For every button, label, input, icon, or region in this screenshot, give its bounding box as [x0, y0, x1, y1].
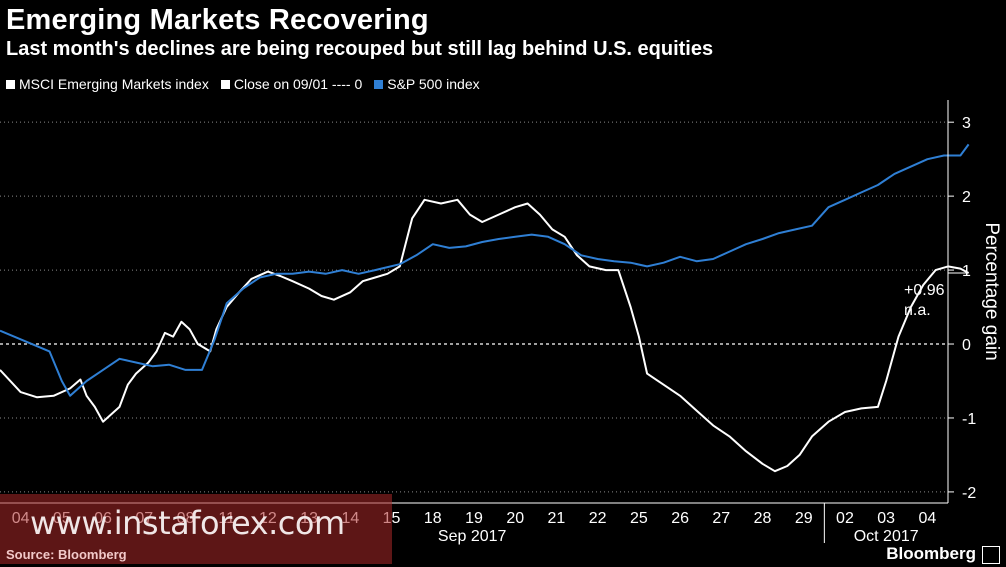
y-tick-label: -1	[962, 411, 976, 428]
legend-item-close: Close on 09/01 ---- 0	[220, 76, 363, 92]
series-line-em	[0, 198, 970, 473]
y-tick-label: 2	[962, 189, 971, 206]
y-tick-label: 3	[962, 115, 971, 132]
em-last-value-label: +0.96	[904, 282, 945, 299]
y-tick-label: 1	[962, 263, 971, 280]
source-label: Source: Bloomberg	[6, 547, 127, 562]
legend: MSCI Emerging Markets index Close on 09/…	[6, 76, 492, 92]
month-label: Sep 2017	[438, 528, 507, 545]
legend-item-em: MSCI Emerging Markets index	[6, 76, 209, 92]
legend-swatch-close	[220, 79, 230, 89]
x-tick-label: 22	[589, 510, 607, 527]
x-tick-label: 19	[465, 510, 483, 527]
x-tick-label: 25	[630, 510, 648, 527]
chart-icon	[982, 546, 1000, 564]
x-tick-label: 20	[506, 510, 524, 527]
watermark-text: www.instaforex.com	[30, 504, 345, 542]
x-tick-label: 02	[836, 510, 854, 527]
legend-label-close: Close on 09/01 ---- 0	[233, 76, 363, 92]
y-tick-label: 0	[962, 337, 971, 354]
bloomberg-logo: Bloomberg	[886, 544, 976, 563]
y-axis-label: Percentage gain	[981, 222, 1002, 360]
y-tick-label: -2	[962, 485, 976, 502]
legend-swatch-em	[6, 79, 15, 89]
series-line-sp	[0, 143, 970, 397]
x-tick-label: 04	[918, 510, 936, 527]
legend-item-sp: S&P 500 index	[374, 76, 480, 92]
legend-label-em: MSCI Emerging Markets index	[19, 76, 209, 92]
x-tick-label: 26	[671, 510, 689, 527]
chart-title: Emerging Markets Recovering	[6, 4, 429, 36]
x-tick-label: 27	[712, 510, 730, 527]
x-tick-label: 03	[877, 510, 895, 527]
legend-label-sp: S&P 500 index	[387, 76, 480, 92]
x-tick-label: 29	[795, 510, 813, 527]
sp-last-value-label: n.a.	[904, 302, 931, 319]
x-tick-label: 21	[548, 510, 566, 527]
legend-swatch-sp	[374, 79, 384, 89]
x-tick-label: 18	[424, 510, 442, 527]
month-label: Oct 2017	[854, 528, 919, 545]
x-tick-label: 28	[754, 510, 772, 527]
watermark-overlay	[0, 494, 392, 564]
chart-subtitle: Last month's declines are being recouped…	[6, 38, 714, 60]
